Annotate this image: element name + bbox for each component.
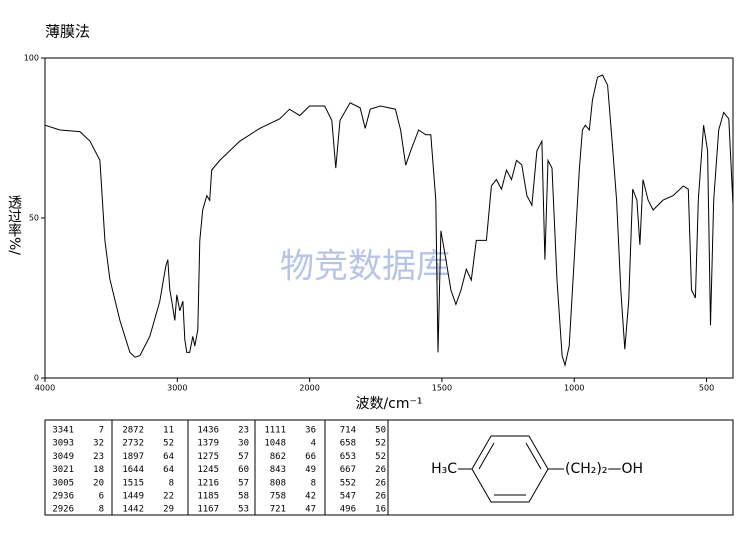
peak-transmittance: 58 (238, 492, 249, 502)
structure-left: H₃C (431, 461, 457, 477)
peak-wavenumber: 2936 (52, 492, 74, 502)
peak-transmittance: 50 (375, 426, 386, 436)
peak-wavenumber: 862 (270, 452, 286, 462)
peak-wavenumber: 1111 (264, 426, 286, 436)
peak-transmittance: 49 (305, 465, 316, 475)
peak-wavenumber: 3341 (52, 426, 74, 436)
peak-transmittance: 52 (375, 452, 386, 462)
ring-bond (525, 442, 542, 470)
peak-transmittance: 64 (163, 452, 174, 462)
peak-wavenumber: 552 (340, 478, 356, 488)
peak-transmittance: 57 (238, 452, 249, 462)
peak-transmittance: 53 (238, 505, 249, 515)
peak-transmittance: 8 (311, 478, 316, 488)
peak-transmittance: 18 (93, 465, 104, 475)
peak-transmittance: 29 (163, 505, 174, 515)
y-axis-label: 透过率%/ (6, 195, 22, 255)
peak-wavenumber: 3049 (52, 452, 74, 462)
peak-wavenumber: 1449 (122, 492, 144, 502)
peak-wavenumber: 2732 (122, 439, 144, 449)
peak-wavenumber: 1185 (197, 492, 219, 502)
peak-wavenumber: 1644 (122, 465, 144, 475)
y-tick-label: 50 (29, 214, 39, 223)
x-axis-label: 波数/cm⁻¹ (355, 396, 422, 412)
watermark: 物竞数据库 (280, 247, 450, 287)
peak-transmittance: 6 (99, 492, 104, 502)
peak-transmittance: 16 (375, 505, 386, 515)
x-tick-label: 4000 (35, 384, 55, 393)
peak-wavenumber: 758 (270, 492, 286, 502)
peak-transmittance: 23 (238, 426, 249, 436)
structure-right: (CH₂)₂—OH (565, 461, 643, 477)
peak-wavenumber: 1216 (197, 478, 219, 488)
peak-transmittance: 22 (163, 492, 174, 502)
peak-transmittance: 42 (305, 492, 316, 502)
peak-transmittance: 66 (305, 452, 316, 462)
peak-transmittance: 7 (99, 426, 104, 436)
peak-wavenumber: 2926 (52, 505, 74, 515)
peak-wavenumber: 3021 (52, 465, 74, 475)
peak-wavenumber: 714 (340, 426, 356, 436)
peak-wavenumber: 658 (340, 439, 356, 449)
x-tick-label: 1000 (564, 384, 584, 393)
x-tick-label: 500 (699, 384, 714, 393)
chart-title: 薄膜法 (45, 23, 90, 41)
x-tick-label: 3000 (167, 384, 187, 393)
peak-transmittance: 20 (93, 478, 104, 488)
peak-wavenumber: 667 (340, 465, 356, 475)
peak-transmittance: 26 (375, 465, 386, 475)
peak-wavenumber: 653 (340, 452, 356, 462)
spectrum-line (44, 74, 734, 368)
peak-wavenumber: 1048 (264, 439, 286, 449)
peak-transmittance: 47 (305, 505, 316, 515)
peak-transmittance: 8 (169, 478, 174, 488)
y-tick-label: 100 (24, 54, 39, 63)
peak-wavenumber: 547 (340, 492, 356, 502)
peak-wavenumber: 1275 (197, 452, 219, 462)
peak-transmittance: 30 (238, 439, 249, 449)
peak-wavenumber: 1436 (197, 426, 219, 436)
peak-wavenumber: 1515 (122, 478, 144, 488)
peak-wavenumber: 2872 (122, 426, 144, 436)
plot-frame (44, 57, 734, 379)
peak-wavenumber: 496 (340, 505, 356, 515)
peak-wavenumber: 1167 (197, 505, 219, 515)
peak-wavenumber: 808 (270, 478, 286, 488)
peak-transmittance: 4 (311, 439, 316, 449)
peak-transmittance: 52 (163, 439, 174, 449)
peak-wavenumber: 3005 (52, 478, 74, 488)
x-tick-label: 2000 (299, 384, 319, 393)
peak-wavenumber: 721 (270, 505, 286, 515)
peak-wavenumber: 1245 (197, 465, 219, 475)
peak-transmittance: 64 (163, 465, 174, 475)
x-tick-label: 1500 (432, 384, 452, 393)
peak-transmittance: 11 (163, 426, 174, 436)
peak-wavenumber: 843 (270, 465, 286, 475)
peak-transmittance: 23 (93, 452, 104, 462)
y-tick-label: 0 (34, 374, 39, 383)
peak-wavenumber: 1379 (197, 439, 219, 449)
peak-transmittance: 26 (375, 478, 386, 488)
peak-transmittance: 57 (238, 478, 249, 488)
peak-transmittance: 26 (375, 492, 386, 502)
peak-transmittance: 60 (238, 465, 249, 475)
peak-transmittance: 32 (93, 439, 104, 449)
table-frame (44, 419, 734, 516)
peak-transmittance: 52 (375, 439, 386, 449)
peak-wavenumber: 1442 (122, 505, 144, 515)
peak-wavenumber: 1897 (122, 452, 144, 462)
ring-bond (478, 442, 495, 470)
benzene-ring (471, 435, 549, 503)
peak-transmittance: 36 (305, 426, 316, 436)
peak-wavenumber: 3093 (52, 439, 74, 449)
peak-transmittance: 8 (99, 505, 104, 515)
